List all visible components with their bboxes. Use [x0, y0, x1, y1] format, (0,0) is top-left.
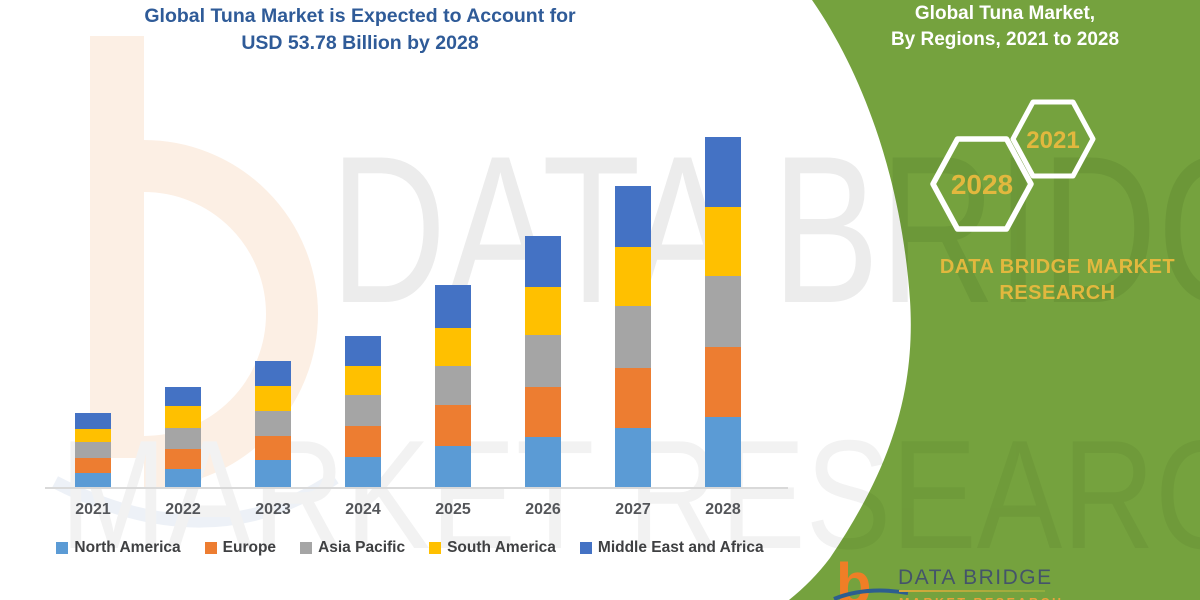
hexagon-2021-label: 2021 — [1026, 127, 1079, 154]
brand-text-line1: DATA BRIDGE MARKET — [939, 256, 1176, 278]
bar-segment — [75, 442, 111, 458]
bar-segment — [525, 235, 561, 287]
hexagon-2028 — [930, 136, 1034, 232]
x-axis-label: 2025 — [435, 501, 471, 518]
legend-swatch-icon — [56, 542, 69, 554]
legend-item: Europe — [204, 539, 277, 557]
legend-swatch-icon — [579, 542, 592, 554]
bar-segment — [255, 386, 291, 411]
legend-label: North America — [74, 539, 181, 556]
hexagon-2021 — [1010, 99, 1096, 179]
x-axis-label: 2026 — [525, 501, 561, 518]
bar-segment — [255, 435, 291, 460]
legend-item: South America — [429, 539, 556, 557]
bar-segment — [345, 457, 381, 488]
bar-segment — [255, 361, 291, 387]
x-axis-label: 2024 — [345, 501, 381, 518]
footer-logo-name: DATA BRIDGE — [898, 566, 1053, 589]
bar-segment — [615, 185, 651, 248]
bar-segment — [435, 365, 471, 406]
bar-segment — [435, 405, 471, 447]
panel-heading-line2: By Regions, 2021 to 2028 — [890, 28, 1120, 50]
bar-segment — [345, 425, 381, 458]
bar-segment — [165, 427, 201, 449]
bar-segment — [345, 335, 381, 366]
green-panel-shape — [789, 0, 1200, 600]
bar-segment — [165, 448, 201, 470]
chart-title-line1: Global Tuna Market is Expected to Accoun… — [144, 5, 576, 27]
bar-segment — [615, 247, 651, 306]
bar-segment — [615, 305, 651, 368]
bar-segment — [705, 416, 741, 488]
bar-segment — [705, 275, 741, 347]
bar-segment — [75, 412, 111, 429]
bar-segment — [705, 346, 741, 417]
panel-heading-line1: Global Tuna Market, — [914, 3, 1096, 24]
legend-item: North America — [56, 539, 181, 557]
bar-segment — [615, 367, 651, 428]
legend-label: Europe — [222, 539, 277, 556]
bar-segment — [525, 437, 561, 488]
bar-segment — [705, 136, 741, 207]
bar-segment — [705, 206, 741, 276]
bar-segment — [75, 457, 111, 473]
panel-heading: Global Tuna Market, By Regions, 2021 to … — [850, 1, 1160, 52]
legend-swatch-icon — [204, 542, 217, 554]
x-axis-label: 2027 — [615, 501, 651, 518]
x-axis-line — [45, 487, 788, 489]
bar-segment — [165, 469, 201, 488]
bar-segment — [525, 286, 561, 335]
x-axis-label: 2028 — [705, 501, 741, 518]
legend-item: Asia Pacific — [300, 539, 405, 557]
x-axis-label: 2021 — [75, 501, 111, 518]
legend-swatch-icon — [300, 542, 313, 554]
bars-container — [75, 136, 741, 488]
legend-label: South America — [447, 539, 556, 556]
x-axis-labels: 2021 2022 2023 2024 2025 2026 2027 2028 — [75, 501, 741, 518]
bar-segment — [165, 406, 201, 428]
watermark-logo-b-bowl — [143, 140, 319, 488]
legend-label: Asia Pacific — [318, 539, 406, 556]
brand-text: DATA BRIDGE MARKET RESEARCH — [930, 254, 1185, 306]
bar-segment — [345, 365, 381, 396]
bar-segment — [345, 395, 381, 426]
watermark-logo-b-stem — [90, 36, 144, 458]
bar-segment — [525, 386, 561, 438]
bar-segment — [435, 446, 471, 488]
x-axis-label: 2023 — [255, 501, 291, 518]
bar-segment — [255, 410, 291, 436]
legend-item: Middle East and Africa — [579, 539, 764, 557]
legend: North America Europe Asia Pacific South Ame… — [40, 539, 780, 557]
bar-segment — [525, 334, 561, 387]
chart-title-line2: USD 53.78 Billion by 2028 — [241, 31, 479, 54]
watermark-swoosh — [52, 472, 339, 528]
bar-segment — [615, 427, 651, 488]
bar-segment — [435, 328, 471, 366]
bar-segment — [165, 387, 201, 407]
footer-logo-underline — [899, 590, 1045, 592]
bar-segment — [75, 428, 111, 443]
bar-segment — [255, 459, 291, 488]
chart-title: Global Tuna Market is Expected to Accoun… — [30, 3, 690, 57]
legend-label: Middle East and Africa — [597, 539, 764, 556]
bar-segment — [435, 284, 471, 328]
footer-logo-subtitle: MARKET RESEARCH — [899, 596, 1099, 600]
bar-segment — [75, 472, 111, 488]
legend-swatch-icon — [429, 542, 442, 554]
brand-text-line2: RESEARCH — [999, 282, 1116, 304]
x-axis-label: 2022 — [165, 501, 201, 518]
hexagon-2028-label: 2028 — [951, 169, 1013, 200]
